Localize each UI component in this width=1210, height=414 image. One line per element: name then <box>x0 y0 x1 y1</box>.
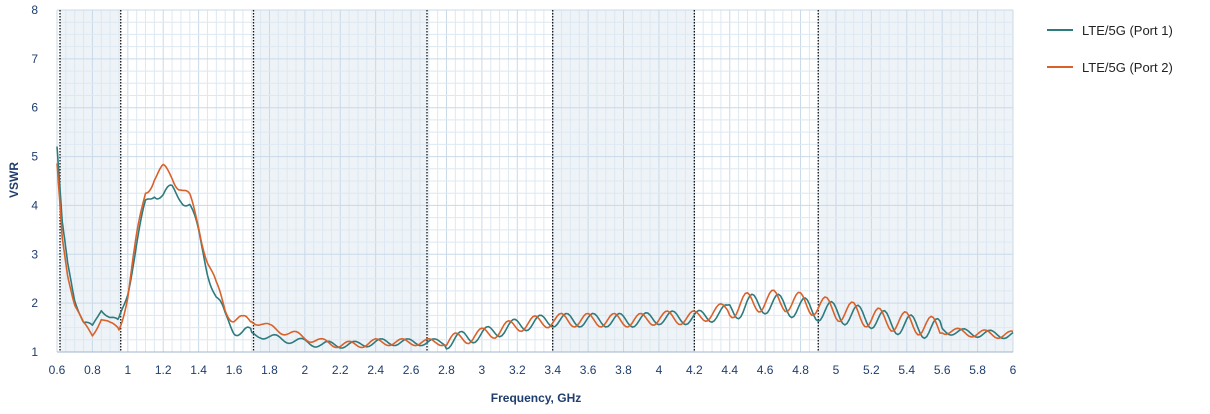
y-tick-label: 3 <box>31 247 38 261</box>
legend-label-port-2: LTE/5G (Port 2) <box>1082 60 1173 75</box>
grid-lines <box>56 9 1014 353</box>
x-tick-label: 4.2 <box>686 363 703 377</box>
x-tick-label: 0.8 <box>84 363 101 377</box>
x-tick-label: 2 <box>302 363 309 377</box>
series-lines <box>56 146 1014 350</box>
y-tick-label: 2 <box>31 296 38 310</box>
y-axis-title: VSWR <box>7 162 21 198</box>
x-tick-label: 3.8 <box>615 363 632 377</box>
x-tick-label: 5.8 <box>969 363 986 377</box>
x-tick-label: 1.4 <box>190 363 207 377</box>
x-tick-label: 4 <box>656 363 663 377</box>
legend-item-port-2: LTE/5G (Port 2) <box>1047 60 1173 75</box>
y-tick-label: 1 <box>31 345 38 359</box>
x-tick-label: 0.6 <box>49 363 66 377</box>
y-tick-label: 7 <box>31 52 38 66</box>
x-tick-label: 4.6 <box>757 363 774 377</box>
legend-label-port-1: LTE/5G (Port 1) <box>1082 23 1173 38</box>
x-tick-label: 5.4 <box>898 363 915 377</box>
x-tick-label: 5 <box>833 363 840 377</box>
series-line-port-1 <box>56 146 1014 350</box>
x-tick-label: 3 <box>479 363 486 377</box>
y-tick-label: 4 <box>31 198 38 212</box>
x-tick-label: 3.6 <box>580 363 597 377</box>
x-tick-label: 3.4 <box>544 363 561 377</box>
x-tick-label: 2.6 <box>403 363 420 377</box>
x-tick-label: 2.4 <box>367 363 384 377</box>
x-tick-label: 2.2 <box>332 363 349 377</box>
x-tick-label: 2.8 <box>438 363 455 377</box>
series-line-port-2 <box>56 163 1014 349</box>
x-tick-label: 1.8 <box>261 363 278 377</box>
y-tick-labels: 1 2 3 4 5 6 7 8 <box>31 3 38 359</box>
x-tick-label: 6 <box>1010 363 1017 377</box>
x-tick-label: 5.6 <box>934 363 951 377</box>
x-tick-label: 5.2 <box>863 363 880 377</box>
y-tick-label: 8 <box>31 3 38 17</box>
x-tick-label: 1 <box>124 363 131 377</box>
y-tick-label: 6 <box>31 101 38 115</box>
legend-item-port-1: LTE/5G (Port 1) <box>1047 23 1173 38</box>
x-tick-label: 4.8 <box>792 363 809 377</box>
x-tick-label: 4.4 <box>721 363 738 377</box>
x-tick-label: 1.2 <box>155 363 172 377</box>
x-tick-label: 1.6 <box>226 363 243 377</box>
x-tick-labels: 0.6 0.8 1 1.2 1.4 1.6 1.8 2 2.2 2.4 2.6 2.8 3 3.2 3.4 3… <box>49 363 1017 377</box>
y-tick-label: 5 <box>31 150 38 164</box>
x-tick-label: 3.2 <box>509 363 526 377</box>
legend: LTE/5G (Port 1) LTE/5G (Port 2) <box>1047 23 1173 75</box>
x-axis-title: Frequency, GHz <box>491 391 581 405</box>
